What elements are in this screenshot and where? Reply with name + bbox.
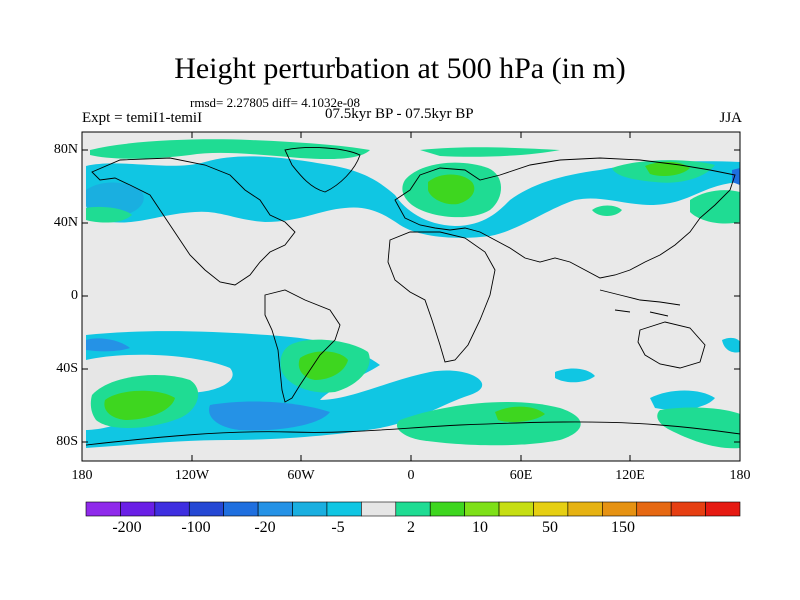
contour-region xyxy=(86,338,130,352)
lon-tick-label: 0 xyxy=(407,468,415,483)
lon-tick-label: 60E xyxy=(509,468,533,483)
period-label: 07.5kyr BP - 07.5kyr BP xyxy=(325,106,474,122)
colorbar-label: -100 xyxy=(181,519,211,536)
colorbar-swatch xyxy=(85,501,121,517)
lat-tick-label: 0 xyxy=(71,288,78,303)
contour-region xyxy=(592,205,622,216)
colorbar-swatch xyxy=(292,501,328,517)
lat-tick-label: 80N xyxy=(53,142,78,157)
coastline-maritime xyxy=(599,289,681,317)
colorbar-swatch xyxy=(464,501,500,517)
colorbar-swatch xyxy=(670,501,706,517)
contour-region xyxy=(732,168,740,185)
coastline-eurasia xyxy=(394,157,736,279)
contour-region xyxy=(104,390,175,420)
lat-tick-label: 40S xyxy=(56,361,78,376)
colorbar-swatch xyxy=(636,501,672,517)
contour-region xyxy=(298,351,348,380)
colorbar-swatch xyxy=(498,501,534,517)
colorbar-label: 150 xyxy=(611,519,635,536)
colorbar-swatch xyxy=(602,501,638,517)
contour-region xyxy=(495,406,545,422)
colorbar-swatch xyxy=(154,501,190,517)
colorbar-swatch xyxy=(257,501,293,517)
axis-ticks xyxy=(81,132,741,461)
colorbar-label: -5 xyxy=(331,519,345,536)
coastline-greenland xyxy=(284,147,361,193)
colorbar-label: 2 xyxy=(407,519,415,536)
colorbar-swatch xyxy=(361,501,397,517)
colorbar-swatch xyxy=(395,501,431,517)
lat-tick-label: 40N xyxy=(53,215,78,230)
contour-region xyxy=(428,174,475,205)
colorbar-swatch xyxy=(567,501,603,517)
contour-region xyxy=(650,390,715,410)
colorbar-label: -20 xyxy=(254,519,276,536)
coastline-australia xyxy=(637,321,706,369)
colorbar-swatch xyxy=(120,501,156,517)
lon-tick-label: 60W xyxy=(287,468,315,483)
contour-region xyxy=(420,147,560,157)
contour-region xyxy=(657,407,740,449)
contour-region xyxy=(722,337,740,353)
colorbar-swatch xyxy=(223,501,259,517)
contour-region xyxy=(90,139,370,160)
contour-region xyxy=(86,206,132,223)
coastline-south-america xyxy=(264,289,341,403)
map-title: Height perturbation at 500 hPa (in m) xyxy=(174,52,626,85)
lon-tick-label: 120W xyxy=(174,468,210,483)
colorbar-swatch xyxy=(326,501,362,517)
colorbar-swatch xyxy=(429,501,465,517)
contour-region xyxy=(86,156,740,238)
coastline-africa xyxy=(387,231,496,363)
lon-tick-label: 180 xyxy=(729,468,751,483)
lat-tick-label: 80S xyxy=(56,434,78,449)
colorbar xyxy=(85,501,741,517)
contour-region xyxy=(555,368,595,383)
coastline-north-america xyxy=(91,157,296,286)
colorbar-label: 50 xyxy=(542,519,558,536)
coastlines xyxy=(85,147,741,446)
contour-region xyxy=(209,401,330,431)
lon-tick-label: 120E xyxy=(615,468,645,483)
experiment-label: Expt = temiI1-temiI xyxy=(82,110,203,126)
colorbar-swatch xyxy=(188,501,224,517)
colorbar-swatch xyxy=(705,501,741,517)
contour-region xyxy=(690,190,740,224)
lon-tick-label: 180 xyxy=(71,468,93,483)
stats-line: rmsd= 2.27805 diff= 4.1032e-08 xyxy=(190,95,361,110)
contour-fills xyxy=(86,139,740,449)
colorbar-label: -200 xyxy=(112,519,142,536)
coastline-antarctica xyxy=(85,421,741,446)
colorbar-swatch xyxy=(533,501,569,517)
season-label: JJA xyxy=(719,110,742,126)
colorbar-label: 10 xyxy=(472,519,488,536)
